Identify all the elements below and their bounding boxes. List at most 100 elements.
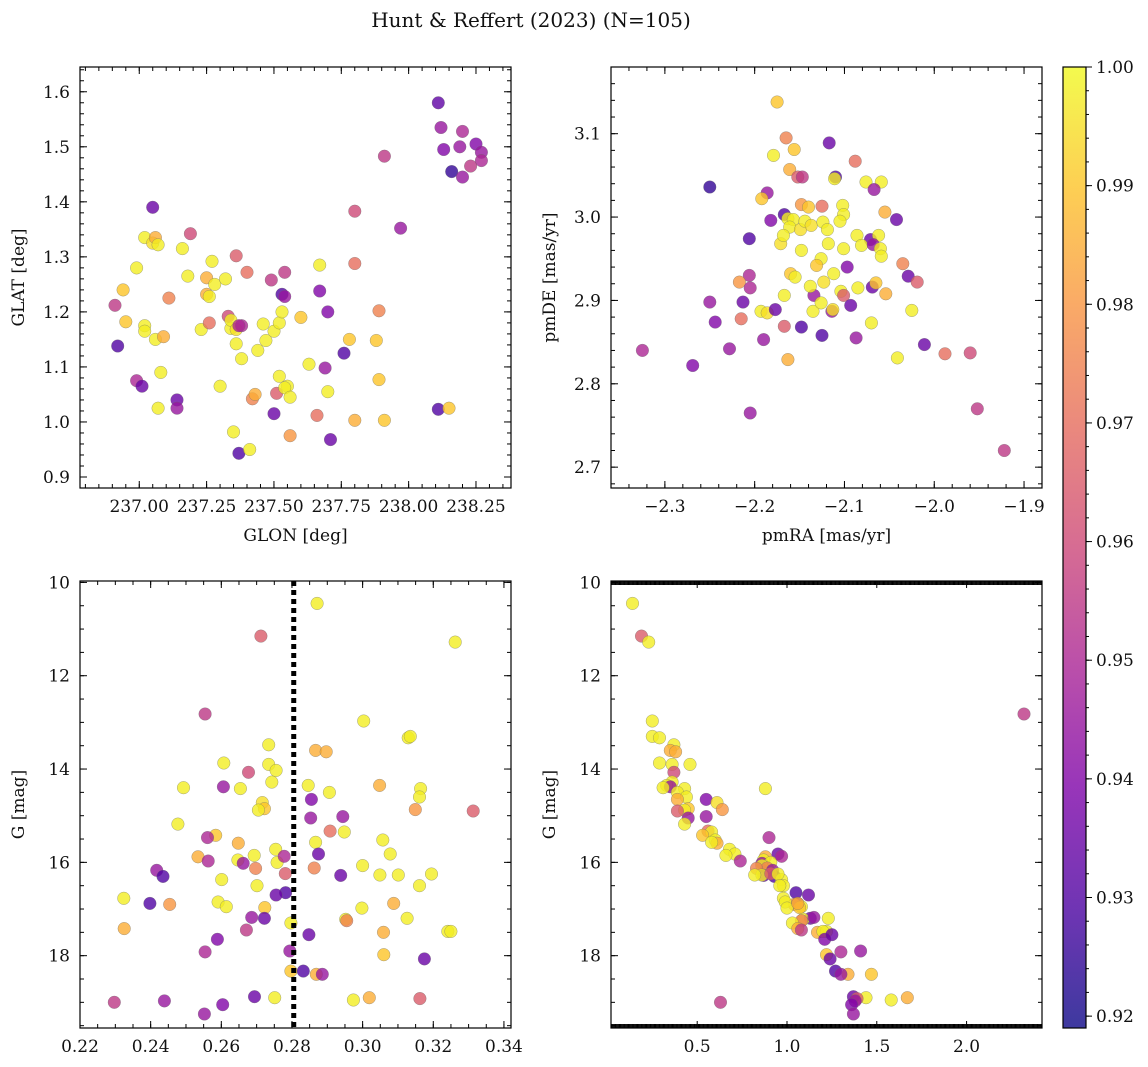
scatter-point <box>157 994 171 1008</box>
scatter-point <box>117 922 131 936</box>
scatter-point <box>117 891 131 905</box>
y-tick-label: 16 <box>48 853 70 873</box>
scatter-point <box>743 406 757 420</box>
scatter-points <box>635 95 1011 458</box>
scatter-point <box>424 867 439 881</box>
scatter-point <box>198 707 212 721</box>
scatter-point <box>213 379 227 393</box>
scatter-point <box>183 227 197 241</box>
scatter-point <box>313 258 327 272</box>
x-tick-label: 238.25 <box>446 497 505 517</box>
scatter-point <box>315 967 329 981</box>
scatter-point <box>119 315 133 329</box>
x-tick-label: 237.75 <box>312 497 371 517</box>
scatter-point <box>822 136 836 150</box>
scatter-point <box>240 265 254 279</box>
scatter-point <box>337 346 351 360</box>
scatter-point <box>820 223 834 237</box>
scatter-point <box>310 408 324 422</box>
scatter-point <box>699 810 713 824</box>
scatter-point <box>377 413 391 427</box>
scatter-point <box>387 896 401 910</box>
scatter-point <box>311 847 326 861</box>
y-tick-label: 3.1 <box>574 125 601 145</box>
scatter-point <box>764 213 778 227</box>
x-tick-label: 2.0 <box>953 1037 980 1057</box>
scatter-point <box>810 258 824 272</box>
scatter-point <box>825 928 839 942</box>
scatter-point <box>757 333 771 347</box>
scatter-point <box>239 923 253 937</box>
x-tick-label: 0.24 <box>132 1037 170 1057</box>
scatter-point <box>849 331 863 345</box>
scatter-point <box>821 237 835 251</box>
scatter-point <box>670 792 684 806</box>
scatter-point <box>708 315 722 329</box>
scatter-point <box>219 900 233 914</box>
scatter-point <box>777 288 791 302</box>
panel-pmra-pmde: −2.3 −2.2 −2.1 −2.0 −1.9 2.7 2.8 2.9 3.0 3.1 pmRA … <box>540 66 1045 546</box>
scatter-point <box>208 277 222 291</box>
scatter-point <box>245 910 259 924</box>
scatter-point <box>215 873 229 887</box>
y-tick-label: 16 <box>579 853 601 873</box>
scatter-point <box>233 782 247 796</box>
scatter-point <box>917 338 931 352</box>
scatter-point <box>896 257 910 271</box>
scatter-point <box>376 925 391 939</box>
colorbar-tick-label: 0.95 <box>1096 651 1134 671</box>
y-axis-label: GLAT [deg] <box>9 228 29 326</box>
scatter-point <box>394 221 408 235</box>
scatter-point <box>444 924 458 938</box>
scatter-point <box>766 148 781 162</box>
scatter-point <box>400 911 414 925</box>
scatter-points <box>625 596 1031 1021</box>
scatter-point <box>900 991 914 1005</box>
scatter-point <box>265 775 279 789</box>
y-axis-label: G [mag] <box>540 770 560 839</box>
scatter-point <box>346 993 360 1007</box>
scatter-point <box>313 284 327 298</box>
y-tick-label: 12 <box>48 667 70 687</box>
y-tick-label: 1.2 <box>43 303 70 323</box>
x-tick-label: 0.30 <box>344 1037 382 1057</box>
scatter-point <box>138 324 152 338</box>
scatter-point <box>431 96 445 110</box>
y-tick-label: 1.4 <box>43 193 70 213</box>
scatter-point <box>783 162 797 177</box>
y-tick-label: 18 <box>48 947 70 967</box>
scatter-point <box>705 835 719 849</box>
scatter-point <box>229 337 243 351</box>
scatter-point <box>635 343 649 357</box>
scatter-point <box>202 316 216 330</box>
scatter-point <box>200 831 215 845</box>
scatter-point <box>307 861 321 875</box>
x-tick-label: 237.00 <box>110 497 169 517</box>
scatter-point <box>108 298 122 312</box>
y-tick-label: 1.3 <box>43 248 70 268</box>
x-tick-label: −2.0 <box>914 497 955 517</box>
scatter-point <box>302 928 316 942</box>
scatter-point <box>696 828 710 842</box>
scatter-point <box>837 288 851 302</box>
scatter-point <box>231 836 245 850</box>
colorbar-tick-label: 0.97 <box>1096 414 1134 434</box>
scatter-point <box>794 923 808 937</box>
scatter-point <box>143 896 157 910</box>
scatter-point <box>817 275 831 289</box>
x-tick-label: 0.22 <box>61 1037 99 1057</box>
scatter-point <box>235 352 249 366</box>
scatter-point <box>377 948 391 962</box>
y-axis-label: G [mag] <box>9 770 29 839</box>
scatter-point <box>334 868 348 882</box>
scatter-point <box>322 785 336 799</box>
scatter-point <box>309 835 323 849</box>
y-tick-label: 1.0 <box>43 413 70 433</box>
scatter-point <box>302 357 316 371</box>
scatter-point <box>834 945 848 959</box>
scatter-point <box>283 390 297 404</box>
scatter-point <box>848 154 862 168</box>
y-tick-label: 12 <box>579 667 601 687</box>
scatter-point <box>321 305 335 319</box>
scatter-point <box>163 897 177 911</box>
